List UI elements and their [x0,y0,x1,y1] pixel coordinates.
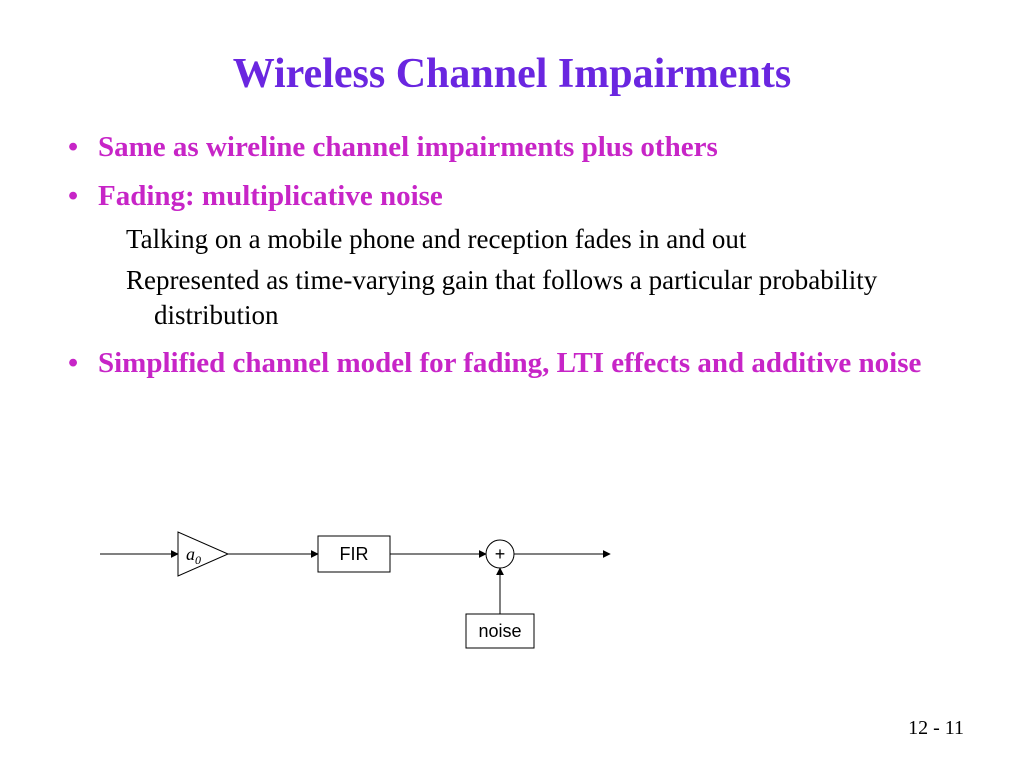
fir-label: FIR [340,544,369,564]
bullet-1-text: Same as wireline channel impairments plu… [98,131,718,163]
bullet-2-sub-1: Talking on a mobile phone and reception … [126,222,954,257]
bullet-2-text: Fading: multiplicative noise [98,180,443,212]
bullet-2-sub-2: Represented as time-varying gain that fo… [126,263,954,333]
block-diagram: a0FIR+noise [100,524,660,664]
bullet-3-text: Simplified channel model for fading, LTI… [98,347,921,379]
bullet-2: Fading: multiplicative noise Talking on … [98,177,964,333]
bullet-1: Same as wireline channel impairments plu… [98,128,964,167]
slide: Wireless Channel Impairments Same as wir… [0,0,1024,768]
page-number: 12 - 11 [908,717,964,740]
bullet-list: Same as wireline channel impairments plu… [60,128,964,383]
slide-title: Wireless Channel Impairments [60,50,964,98]
noise-label: noise [478,621,521,641]
adder-label: + [495,544,506,564]
bullet-2-subs: Talking on a mobile phone and reception … [98,222,954,333]
bullet-3: Simplified channel model for fading, LTI… [98,344,964,383]
